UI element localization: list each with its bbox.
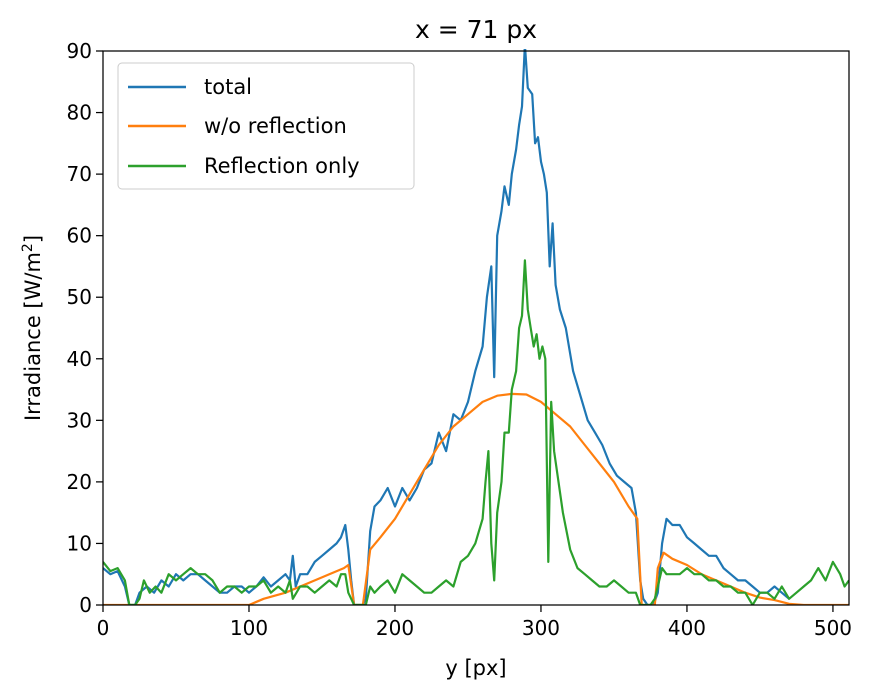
legend: total w/o reflection Reflection only [117,62,415,190]
legend-label-reflection-only: Reflection only [204,154,360,178]
y-tick-label-30: 30 [67,408,92,432]
series-layer [103,49,849,605]
y-tick-label-40: 40 [67,347,92,371]
legend-label-total: total [204,75,252,99]
y-tick-label-50: 50 [67,285,92,309]
x-tick-label-200: 200 [376,616,414,640]
x-tick-label-100: 100 [230,616,268,640]
y-axis-label: Irradiance [W/m2] [20,235,45,421]
y-tick-label-10: 10 [67,531,92,555]
x-tick-label-400: 400 [668,616,706,640]
y-tick-label-90: 90 [67,39,92,63]
series-line-wo-reflection [103,392,849,605]
legend-box [117,62,415,190]
x-tick-label-0: 0 [97,616,110,640]
y-tick-label-80: 80 [67,101,92,125]
y-axis-label-sup: 2 [20,243,36,252]
chart-title: x = 71 px [415,15,537,44]
y-axis-label-main: Irradiance [W/m [21,252,45,421]
legend-label-wo-reflection: w/o reflection [204,114,347,138]
y-tick-label-20: 20 [67,470,92,494]
y-tick-label-0: 0 [79,593,92,617]
x-axis-label: y [px] [445,656,506,680]
x-tick-label-300: 300 [522,616,560,640]
y-axis-label-end: ] [21,235,45,243]
series-line-reflection-only [103,259,849,605]
plot-frame [102,50,850,606]
ticks-layer: 0 100 200 300 400 500 0 10 20 30 40 50 60 70 80 90 [67,39,852,640]
y-tick-label-60: 60 [67,224,92,248]
y-tick-label-70: 70 [67,162,92,186]
x-tick-label-500: 500 [814,616,852,640]
